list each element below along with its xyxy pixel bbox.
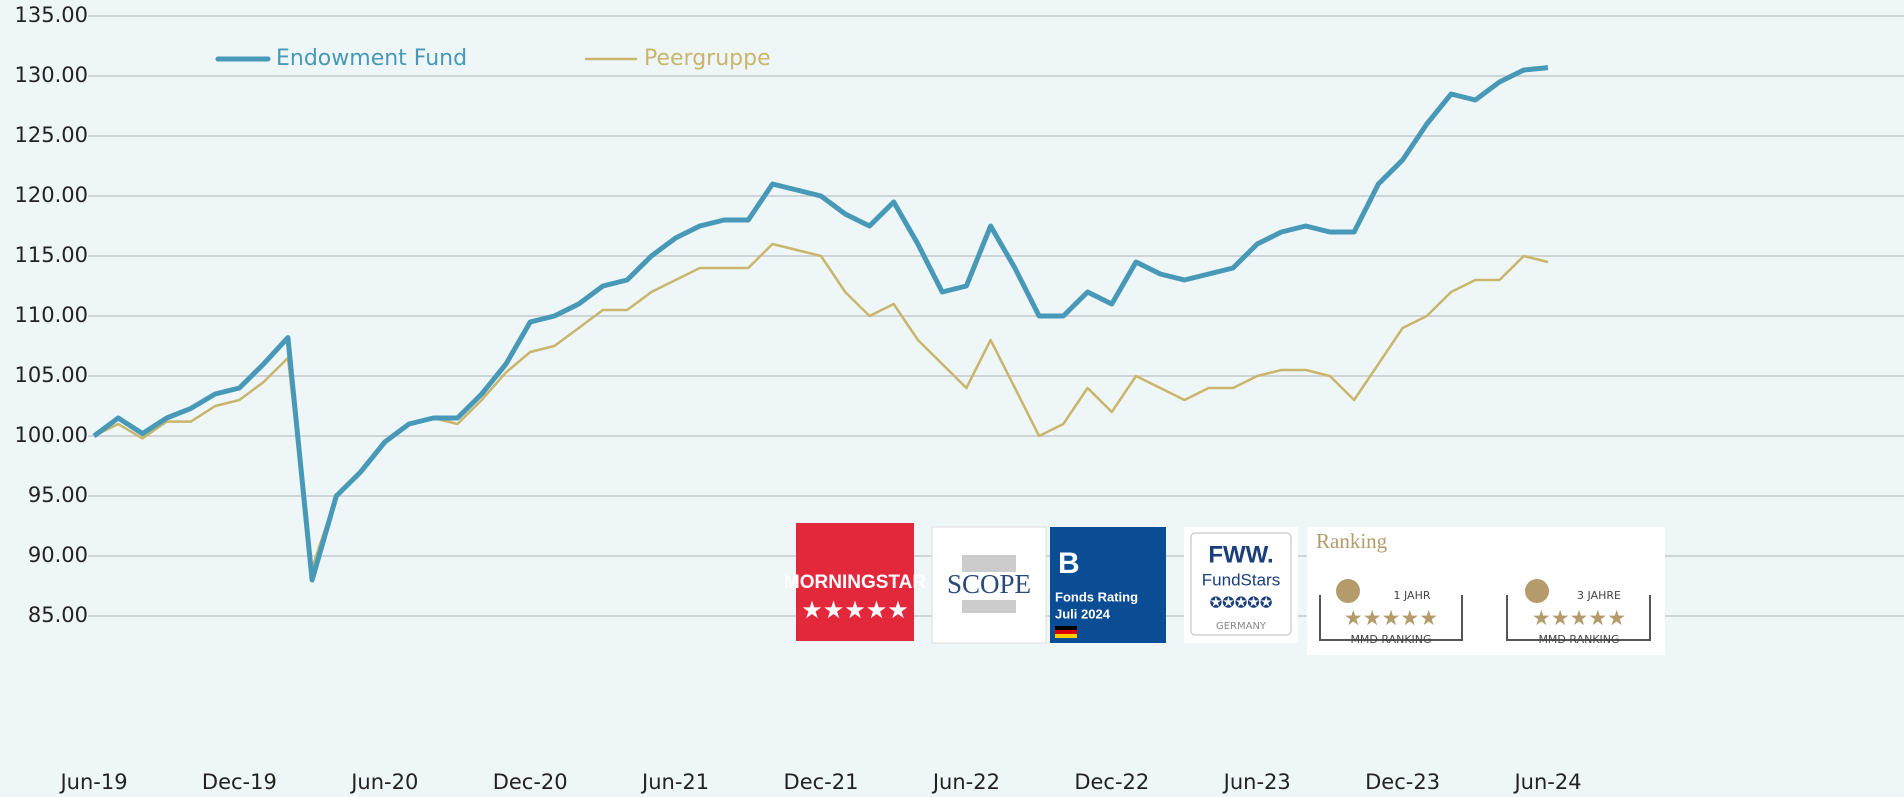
fundstars-text: FundStars — [1202, 570, 1280, 589]
y-tick-label: 110.00 — [15, 303, 88, 327]
scope-line1: Fonds Rating — [1055, 589, 1138, 604]
x-tick-label: Dec-21 — [784, 770, 859, 794]
rank3-logo — [1525, 579, 1549, 603]
series-line — [92, 65, 1549, 583]
morningstar-text: MORNINGSTAR — [784, 572, 926, 593]
rank3-name: MMD RANKING — [1538, 633, 1619, 646]
x-tick-label: Dec-20 — [493, 770, 568, 794]
legend-label: Endowment Fund — [276, 46, 467, 71]
fww-text: FWW. — [1208, 541, 1273, 568]
x-tick-label: Jun-20 — [349, 770, 418, 794]
x-tick-label: Jun-19 — [58, 770, 127, 794]
fww-badge — [1184, 527, 1298, 643]
y-tick-label: 90.00 — [28, 543, 88, 567]
fww-stars: ✪✪✪✪✪ — [1210, 594, 1273, 612]
x-tick-label: Dec-23 — [1365, 770, 1440, 794]
y-tick-label: 85.00 — [28, 603, 88, 627]
legend-label: Peergruppe — [644, 46, 771, 71]
scope-rating-badge — [1050, 527, 1166, 643]
x-tick-label: Jun-21 — [640, 770, 709, 794]
rank3-frame — [1506, 595, 1651, 641]
ranking-title: Ranking — [1316, 529, 1388, 553]
x-tick-label: Dec-19 — [202, 770, 277, 794]
flag-black — [1055, 626, 1077, 630]
rank1-stars: ★★★★★ — [1344, 606, 1438, 630]
flag-gold — [1055, 634, 1077, 638]
rank1-logo — [1336, 579, 1360, 603]
y-tick-label: 125.00 — [15, 123, 88, 147]
rank1-period: 1 JAHR — [1394, 589, 1431, 602]
scope-grade: B — [1058, 547, 1080, 580]
x-tick-label: Jun-23 — [1222, 770, 1291, 794]
y-tick-label: 130.00 — [15, 63, 88, 87]
scope-band — [955, 572, 1023, 600]
y-tick-label: 95.00 — [28, 483, 88, 507]
rank1-frame — [1319, 595, 1463, 641]
rank3-period: 3 JAHRE — [1577, 589, 1621, 602]
y-tick-label: 105.00 — [15, 363, 88, 387]
scope-line2: Juli 2024 — [1055, 606, 1111, 621]
rank1-name: MMD RANKING — [1350, 633, 1431, 646]
x-tick-label: Jun-22 — [931, 770, 1000, 794]
rank3-stars: ★★★★★ — [1532, 606, 1626, 630]
y-tick-label: 100.00 — [15, 423, 88, 447]
morningstar-stars: ★★★★★ — [801, 596, 909, 624]
morningstar-badge — [796, 523, 914, 641]
fww-frame — [1190, 532, 1292, 636]
y-tick-label: 115.00 — [15, 243, 88, 267]
badges: MORNINGSTAR ★★★★★ SCOPE B Fonds Rating J… — [784, 523, 1665, 655]
fww-country: GERMANY — [1216, 621, 1267, 632]
x-tick-label: Jun-24 — [1512, 770, 1581, 794]
y-tick-label: 120.00 — [15, 183, 88, 207]
x-tick-label: Dec-22 — [1074, 770, 1149, 794]
ranking-badge — [1307, 527, 1665, 655]
rank1: 1 JAHR ★★★★★ MMD RANKING — [1319, 579, 1463, 646]
y-tick-label: 135.00 — [15, 3, 88, 27]
flag-red — [1055, 630, 1077, 634]
rank3: 3 JAHRE ★★★★★ MMD RANKING — [1506, 579, 1651, 646]
scope-text: SCOPE — [947, 569, 1031, 599]
